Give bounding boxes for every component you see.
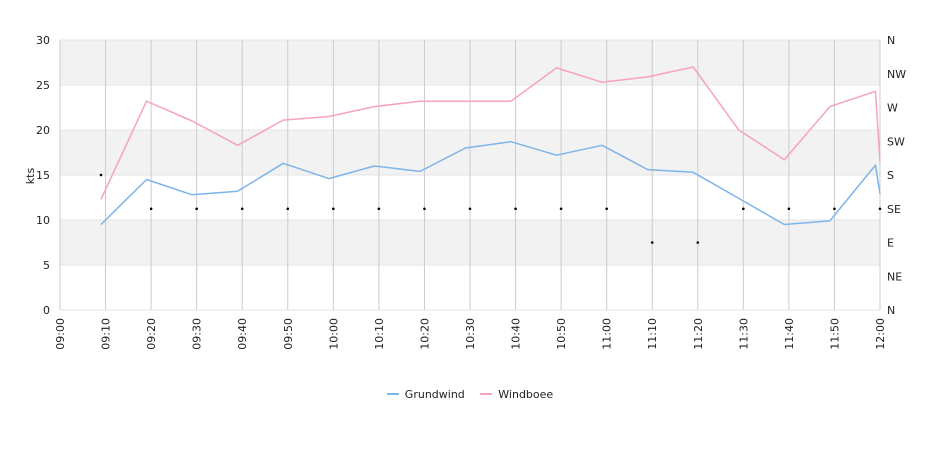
direction-point — [195, 207, 198, 211]
x-axis-ticks: 09:00 09:10 09:20 09:30 09:40 09:50 10:00 10:10… — [54, 318, 887, 350]
legend-item-windboee[interactable]: Windboee — [480, 388, 553, 401]
y-tick-label: 20 — [36, 124, 50, 137]
x-tick-label: 09:50 — [282, 318, 295, 350]
y-axis-ticks: 0 5 10 15 20 25 30 — [36, 34, 50, 317]
x-tick-label: 11:10 — [646, 318, 659, 350]
direction-point — [149, 207, 153, 211]
x-tick-label: 11:50 — [828, 318, 841, 350]
right-axis-label: N — [887, 304, 895, 317]
legend-label-windboee: Windboee — [498, 387, 554, 401]
legend-swatch-windboee — [480, 393, 493, 395]
direction-markers — [99, 173, 882, 244]
right-axis-label: W — [887, 102, 898, 115]
x-tick-label: 10:00 — [327, 318, 340, 350]
x-tick-label: 11:00 — [601, 318, 614, 350]
legend-swatch-grundwind — [386, 393, 399, 395]
right-axis-label: S — [887, 169, 894, 182]
x-tick-label: 12:00 — [874, 318, 887, 350]
direction-point — [559, 207, 563, 211]
direction-point — [878, 207, 882, 211]
y-tick-label: 25 — [36, 79, 50, 92]
direction-point — [696, 241, 700, 244]
direction-point — [514, 207, 517, 211]
direction-point — [377, 207, 381, 211]
direction-point — [742, 207, 745, 211]
x-tick-label: 10:30 — [464, 318, 477, 350]
x-tick-label: 11:20 — [692, 318, 705, 350]
direction-point — [332, 207, 335, 211]
right-axis-label: SW — [887, 135, 905, 148]
x-tick-label: 09:20 — [145, 318, 158, 350]
right-axis-label: E — [887, 237, 894, 250]
y-tick-label: 15 — [36, 169, 50, 182]
series-lines — [100, 66, 881, 226]
x-tick-label: 10:20 — [418, 318, 431, 350]
x-tick-label: 11:40 — [783, 318, 796, 350]
x-tick-label: 10:40 — [510, 318, 523, 350]
legend-item-grundwind[interactable]: Grundwind — [386, 387, 465, 401]
direction-point — [423, 207, 426, 211]
y-tick-label: 0 — [43, 304, 50, 317]
direction-point — [787, 207, 791, 211]
legend-label-grundwind: Grundwind — [404, 387, 465, 401]
direction-point — [468, 207, 472, 211]
x-tick-label: 09:30 — [191, 318, 204, 350]
x-tick-label: 10:50 — [555, 318, 568, 350]
y-tick-label: 10 — [36, 214, 50, 227]
direction-point — [650, 241, 654, 244]
y-axis-label: kts — [24, 168, 37, 185]
x-tick-label: 09:10 — [100, 318, 113, 350]
legend: Grundwind Windboee — [0, 385, 940, 401]
right-axis-label: NW — [887, 68, 906, 81]
y-tick-label: 5 — [43, 259, 50, 272]
x-tick-label: 09:40 — [236, 318, 249, 350]
right-axis-label: N — [887, 34, 895, 47]
direction-point — [605, 207, 608, 211]
series-line-windboee — [100, 66, 881, 200]
right-axis-ticks: N NE E SE S SW W NW N — [887, 34, 906, 317]
x-tick-label: 11:30 — [737, 318, 750, 350]
right-axis-label: NE — [887, 270, 902, 283]
direction-point — [240, 207, 244, 211]
direction-point — [99, 173, 103, 177]
direction-point — [286, 207, 290, 211]
direction-point — [833, 207, 836, 211]
x-tick-label: 09:00 — [54, 318, 67, 350]
right-axis-label: SE — [887, 203, 901, 216]
y-tick-label: 30 — [36, 34, 50, 47]
x-tick-label: 10:10 — [373, 318, 386, 350]
series-line-grundwind — [100, 140, 881, 226]
